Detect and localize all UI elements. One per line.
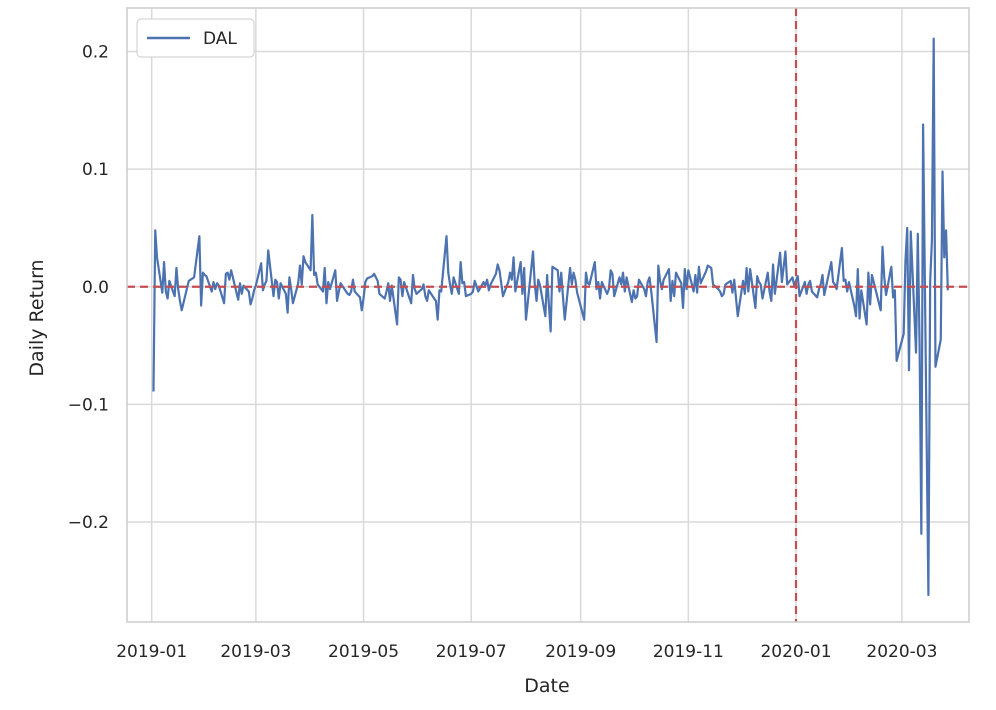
y-axis-title: Daily Return [26, 259, 48, 376]
x-tick-label: 2019-07 [436, 642, 507, 662]
x-tick-label: 2019-03 [220, 642, 291, 662]
legend-box [136, 18, 255, 58]
gridlines [127, 8, 969, 622]
x-tick-label: 2019-05 [328, 642, 399, 662]
y-tick-label: 0.1 [82, 160, 109, 180]
x-axis-ticks: 2019-01 2019-03 2019-05 2019-07 2019-09 2019-… [116, 642, 937, 662]
y-axis-ticks: 0.2 0.1 0.0 −0.1 −0.2 [68, 43, 109, 533]
x-tick-label: 2020-01 [760, 642, 831, 662]
x-axis-title: Date [524, 675, 569, 697]
series-line-dal [152, 37, 949, 597]
legend-label-dal: DAL [203, 29, 237, 49]
y-tick-label: −0.1 [68, 395, 109, 415]
plot-area-frame [126, 7, 970, 623]
x-tick-label: 2019-09 [545, 642, 616, 662]
y-tick-label: 0.2 [82, 43, 109, 63]
y-tick-label: −0.2 [68, 513, 109, 533]
y-tick-label: 0.0 [82, 278, 109, 298]
x-tick-label: 2019-11 [653, 642, 724, 662]
x-tick-label: 2019-01 [116, 642, 187, 662]
x-tick-label: 2020-03 [866, 642, 937, 662]
series-layer [127, 8, 969, 622]
legend: DAL [136, 18, 255, 58]
